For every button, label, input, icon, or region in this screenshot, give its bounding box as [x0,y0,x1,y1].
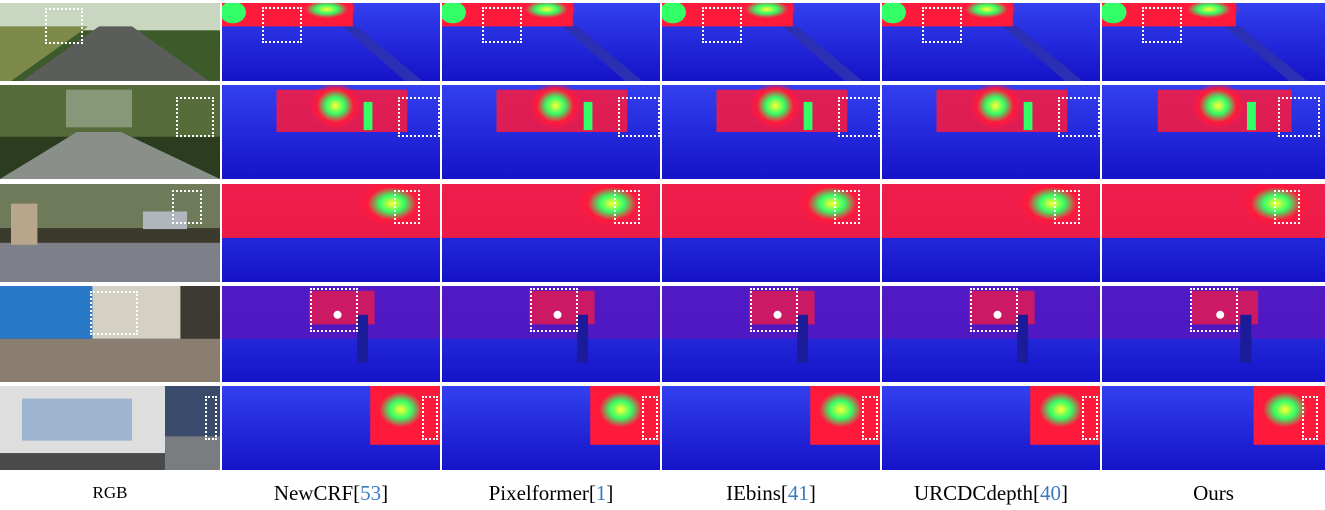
depth-map-ours-row-4 [1102,286,1325,382]
highlight-box [45,8,83,44]
highlight-box [310,288,358,332]
depth-map-iebins-row-4 [662,286,880,382]
depth-map-urcdcdepth-row-3 [882,184,1100,282]
col-label-newcrf: NewCRF[53] [273,481,389,505]
ref-newcrf[interactable]: 53 [360,481,382,505]
highlight-box [834,190,860,224]
highlight-box [1058,97,1100,137]
depth-map-urcdcdepth-row-1 [882,3,1100,81]
highlight-box [1274,190,1300,224]
highlight-box [838,97,880,137]
depth-map-newcrf-row-5 [222,386,440,470]
highlight-box [172,190,202,224]
rgb-image-row-3 [0,184,220,282]
col-label-pixelformer: Pixelformer[1] [488,481,614,505]
highlight-box [176,97,214,137]
highlight-box [422,396,438,440]
depth-map-newcrf-row-3 [222,184,440,282]
depth-map-urcdcdepth-row-4 [882,286,1100,382]
ref-pixelformer[interactable]: 1 [595,481,607,505]
comparison-grid [0,3,1325,470]
depth-map-pixelformer-row-5 [442,386,660,470]
highlight-box [1082,396,1098,440]
depth-map-urcdcdepth-row-2 [882,85,1100,179]
highlight-box [1190,288,1238,332]
highlight-box [205,396,217,440]
col-label-urcdcdepth: URCDCdepth[40] [913,481,1068,505]
depth-map-iebins-row-5 [662,386,880,470]
rgb-image-row-5 [0,386,220,470]
highlight-box [618,97,660,137]
highlight-box [614,190,640,224]
rgb-image-row-4 [0,286,220,382]
highlight-box [90,291,138,335]
highlight-box [394,190,420,224]
ref-iebins[interactable]: 41 [787,481,809,505]
highlight-box [1278,97,1320,137]
rgb-image-row-2 [0,85,220,179]
rgb-image-row-1 [0,3,220,81]
col-label-rgb: RGB [92,483,128,502]
highlight-box [1302,396,1318,440]
depth-map-ours-row-5 [1102,386,1325,470]
highlight-box [1142,7,1182,43]
depth-map-pixelformer-row-2 [442,85,660,179]
highlight-box [482,7,522,43]
col-label-iebins: IEbins[41] [726,481,816,505]
highlight-box [1054,190,1080,224]
depth-map-pixelformer-row-4 [442,286,660,382]
depth-map-newcrf-row-4 [222,286,440,382]
depth-map-iebins-row-3 [662,184,880,282]
depth-map-ours-row-1 [1102,3,1325,81]
highlight-box [398,97,440,137]
highlight-box [750,288,798,332]
highlight-box [862,396,878,440]
highlight-box [530,288,578,332]
depth-map-pixelformer-row-1 [442,3,660,81]
depth-map-urcdcdepth-row-5 [882,386,1100,470]
depth-map-newcrf-row-1 [222,3,440,81]
depth-map-pixelformer-row-3 [442,184,660,282]
depth-map-iebins-row-1 [662,3,880,81]
depth-map-iebins-row-2 [662,85,880,179]
depth-map-newcrf-row-2 [222,85,440,179]
highlight-box [262,7,302,43]
ref-urcdcdepth[interactable]: 40 [1040,481,1061,505]
depth-map-ours-row-3 [1102,184,1325,282]
column-labels: RGB NewCRF[53] Pixelformer[1] IEbins[41]… [0,476,1325,510]
highlight-box [702,7,742,43]
depth-map-ours-row-2 [1102,85,1325,179]
highlight-box [642,396,658,440]
highlight-box [922,7,962,43]
col-label-ours: Ours [1193,481,1234,505]
highlight-box [970,288,1018,332]
